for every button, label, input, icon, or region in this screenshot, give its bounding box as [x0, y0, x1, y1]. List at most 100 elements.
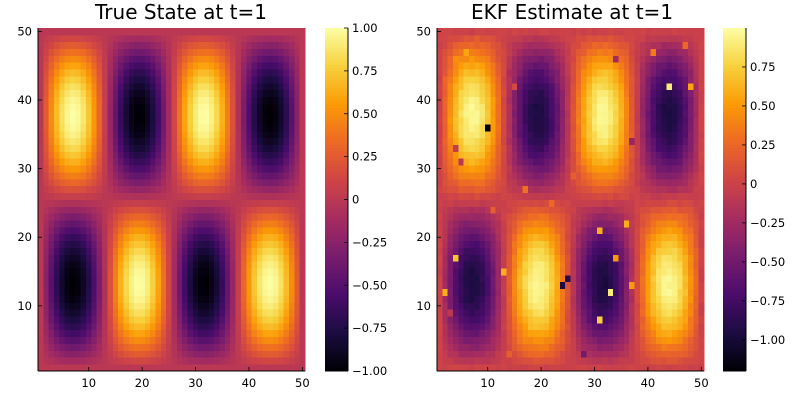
heatmap-cell: [102, 322, 108, 331]
heatmap-cell: [618, 151, 625, 159]
heatmap-cell: [272, 103, 279, 111]
heatmap-cell: [565, 178, 571, 187]
heatmap-cell: [112, 268, 119, 276]
heatmap-cell: [272, 322, 279, 331]
heatmap-cell: [48, 329, 55, 338]
heatmap-cell: [591, 137, 598, 146]
heatmap-cell: [511, 130, 518, 139]
heatmap-cell: [144, 41, 151, 49]
colorbar-segment: [325, 48, 348, 52]
heatmap-cell: [458, 316, 465, 324]
heatmap-cell: [618, 254, 625, 262]
heatmap-cell: [671, 220, 678, 228]
heatmap-cell: [123, 274, 130, 283]
heatmap-cell: [591, 48, 598, 56]
heatmap-cell: [235, 69, 242, 77]
heatmap-cell: [166, 124, 172, 132]
heatmap-cell: [666, 76, 673, 84]
heatmap-cell: [86, 254, 92, 262]
heatmap-cell: [586, 55, 593, 63]
heatmap-cell: [171, 322, 178, 331]
heatmap-cell: [80, 206, 87, 214]
heatmap-cell: [506, 213, 513, 221]
heatmap-cell: [517, 137, 523, 146]
heatmap-cell: [299, 82, 306, 91]
heatmap-cell: [219, 62, 226, 70]
heatmap-cell: [182, 220, 188, 228]
heatmap-cell: [187, 82, 194, 91]
heatmap-cell: [479, 220, 486, 228]
heatmap-cell: [634, 261, 641, 269]
heatmap-cell: [437, 192, 443, 200]
heatmap-cell: [224, 76, 231, 84]
heatmap-cell: [575, 48, 582, 56]
heatmap-cell: [650, 240, 657, 248]
heatmap-cell: [102, 178, 108, 187]
heatmap-cell: [203, 185, 210, 194]
heatmap-cell: [187, 281, 194, 290]
heatmap-cell: [198, 178, 204, 187]
heatmap-cell: [639, 281, 646, 290]
colorbar-segment: [325, 259, 348, 263]
heatmap-cell: [96, 178, 103, 187]
heatmap-cell: [474, 240, 481, 248]
heatmap-cell: [447, 117, 454, 125]
heatmap-cell: [639, 130, 646, 139]
heatmap-cell: [123, 117, 130, 125]
heatmap-cell: [485, 69, 491, 77]
heatmap-cell: [43, 172, 50, 180]
heatmap-cell: [474, 89, 481, 97]
heatmap-cell: [479, 165, 486, 173]
heatmap-cell: [495, 336, 502, 344]
heatmap-cell: [182, 343, 188, 351]
heatmap-cell: [623, 233, 630, 242]
heatmap-cell: [469, 322, 475, 331]
heatmap-cell: [134, 62, 140, 70]
heatmap-cell: [240, 137, 247, 146]
colorbar-segment: [325, 162, 348, 166]
heatmap-cell: [677, 288, 684, 296]
heatmap-cell: [581, 288, 587, 296]
heatmap-cell: [246, 206, 252, 214]
heatmap-cell: [91, 144, 98, 152]
heatmap-cell: [559, 350, 566, 358]
heatmap-cell: [166, 240, 172, 248]
heatmap-cell: [463, 281, 470, 290]
heatmap-cell: [91, 48, 98, 56]
heatmap-cell: [107, 34, 114, 43]
heatmap-cell: [597, 295, 603, 303]
heatmap-cell: [671, 309, 678, 317]
heatmap-cell: [485, 220, 491, 228]
heatmap-cell: [581, 302, 587, 310]
heatmap-cell: [118, 336, 124, 344]
heatmap-cell: [176, 226, 183, 235]
heatmap-cell: [447, 322, 454, 331]
heatmap-cell: [517, 336, 523, 344]
heatmap-cell: [54, 103, 60, 111]
heatmap-cell: [80, 261, 87, 269]
heatmap-cell: [602, 137, 609, 146]
heatmap-cell: [618, 69, 625, 77]
heatmap-cell: [527, 357, 534, 365]
heatmap-cell: [107, 130, 114, 139]
heatmap-cell: [240, 76, 247, 84]
heatmap-cell: [693, 357, 700, 365]
heatmap-cell: [479, 117, 486, 125]
heatmap-cell: [112, 110, 119, 118]
heatmap-cell: [128, 329, 135, 338]
heatmap-cell: [623, 254, 630, 262]
heatmap-cell: [192, 357, 199, 365]
heatmap-cell: [463, 185, 470, 194]
heatmap-cell: [288, 226, 295, 235]
heatmap-cell: [693, 364, 700, 372]
heatmap-cell: [501, 247, 507, 255]
heatmap-cell: [666, 295, 673, 303]
heatmap-cell: [671, 261, 678, 269]
heatmap-cell: [283, 62, 290, 70]
heatmap-cell: [645, 357, 651, 365]
heatmap-cell: [80, 165, 87, 173]
heatmap-cell: [246, 329, 252, 338]
heatmap-cell: [506, 247, 513, 255]
heatmap-cell: [182, 247, 188, 255]
